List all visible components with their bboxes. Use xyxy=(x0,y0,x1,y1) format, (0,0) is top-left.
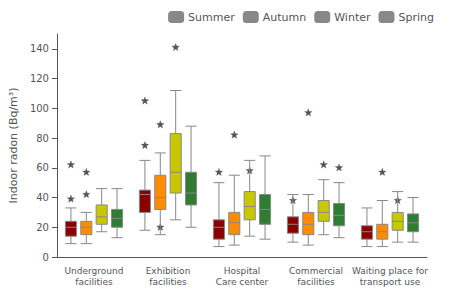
svg-text:Exhibition: Exhibition xyxy=(146,266,191,276)
svg-text:140: 140 xyxy=(30,43,49,54)
svg-text:Commercial: Commercial xyxy=(289,266,343,276)
svg-text:facilities: facilities xyxy=(75,277,113,287)
svg-text:100: 100 xyxy=(30,103,49,114)
svg-text:Spring: Spring xyxy=(399,11,435,24)
svg-text:Indoor radon (Bq/m³): Indoor radon (Bq/m³) xyxy=(7,87,20,203)
svg-text:Winter: Winter xyxy=(334,11,371,24)
svg-text:80: 80 xyxy=(36,133,49,144)
svg-text:60: 60 xyxy=(36,162,49,173)
svg-text:40: 40 xyxy=(36,192,49,203)
svg-text:transport use: transport use xyxy=(360,277,421,287)
svg-text:facilities: facilities xyxy=(297,277,335,287)
svg-text:Autumn: Autumn xyxy=(263,11,306,24)
svg-text:Underground: Underground xyxy=(65,266,124,276)
svg-text:Hospital: Hospital xyxy=(224,266,261,276)
svg-text:facilities: facilities xyxy=(149,277,187,287)
svg-text:20: 20 xyxy=(36,222,49,233)
svg-text:Summer: Summer xyxy=(188,11,235,24)
svg-text:Care center: Care center xyxy=(216,277,269,287)
svg-text:120: 120 xyxy=(30,73,49,84)
svg-text:Waiting place for: Waiting place for xyxy=(352,266,428,276)
svg-text:0: 0 xyxy=(43,252,49,263)
